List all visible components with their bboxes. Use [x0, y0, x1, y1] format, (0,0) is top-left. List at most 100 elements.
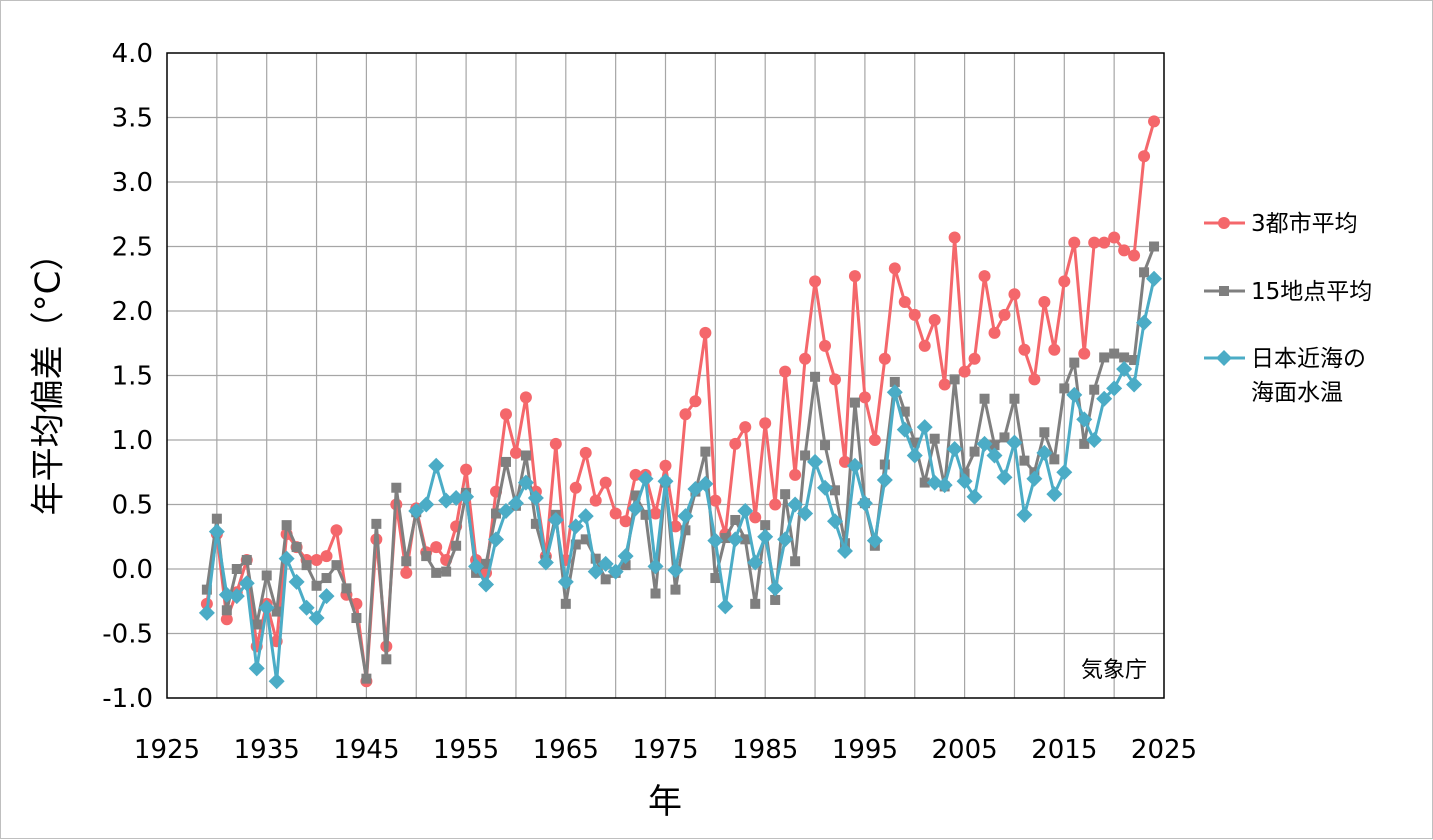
data-point: [680, 525, 691, 536]
data-point: [208, 523, 225, 540]
data-point: [946, 441, 963, 458]
data-point: [697, 475, 714, 492]
data-point: [1019, 455, 1030, 466]
data-point: [976, 435, 993, 452]
x-tick-label: 1985: [732, 735, 798, 765]
data-point: [1048, 343, 1061, 356]
data-point: [989, 440, 1000, 451]
data-point: [809, 275, 822, 288]
data-point: [497, 502, 514, 519]
data-point: [580, 534, 591, 545]
legend-marker: [1216, 350, 1232, 366]
data-point: [647, 558, 664, 575]
legend-marker: [1219, 286, 1229, 296]
data-point: [221, 605, 232, 616]
data-point: [918, 339, 931, 352]
data-point: [829, 485, 840, 496]
data-point: [1138, 150, 1151, 163]
data-point: [979, 393, 990, 404]
data-point: [1088, 236, 1101, 249]
data-point: [677, 508, 694, 525]
y-tick-label: -1.0: [102, 684, 153, 714]
data-point: [281, 520, 292, 531]
data-point: [828, 373, 841, 386]
data-point: [988, 326, 1001, 339]
data-point: [659, 459, 672, 472]
data-point: [620, 560, 631, 571]
data-point: [1078, 347, 1091, 360]
data-point: [996, 469, 1013, 486]
data-point: [1096, 390, 1113, 407]
data-point: [1028, 373, 1041, 386]
data-point: [878, 352, 891, 365]
y-tick-label: 2.5: [112, 233, 153, 263]
x-tick-label: 1935: [234, 735, 300, 765]
data-point: [311, 580, 322, 591]
data-point: [198, 604, 215, 621]
data-point: [500, 456, 511, 467]
data-point: [577, 508, 594, 525]
data-point: [421, 551, 432, 562]
data-point: [739, 421, 752, 434]
data-point: [858, 391, 871, 404]
source-note: 気象庁: [1081, 658, 1147, 683]
x-tick-label: 2005: [932, 735, 998, 765]
data-point: [727, 531, 744, 548]
data-point: [799, 352, 812, 365]
plot-area-border: [166, 52, 1165, 699]
data-point: [968, 352, 981, 365]
data-point: [1108, 231, 1121, 244]
data-point: [819, 339, 832, 352]
x-tick-label: 1925: [134, 735, 200, 765]
data-point: [1049, 454, 1060, 465]
series-layer: [198, 115, 1163, 690]
data-point: [969, 446, 980, 457]
data-point: [1148, 115, 1161, 128]
data-point: [291, 542, 302, 553]
data-point: [1106, 380, 1123, 397]
data-point: [640, 509, 651, 520]
data-point: [321, 573, 332, 584]
x-axis-tick-labels: 1925 1935 1945 1955 1965 1975 1985 1995 2005 2015…: [134, 735, 1197, 765]
data-point: [820, 440, 831, 451]
data-point: [301, 560, 312, 571]
data-point: [1006, 434, 1023, 451]
data-point: [238, 575, 255, 592]
data-point: [481, 558, 492, 569]
data-point: [1039, 427, 1050, 438]
data-point: [848, 270, 861, 283]
data-point: [689, 395, 702, 408]
data-point: [1139, 267, 1150, 278]
data-point: [527, 490, 544, 507]
data-point: [700, 446, 711, 457]
data-point: [507, 495, 524, 512]
data-point: [1098, 236, 1111, 249]
data-point: [617, 548, 634, 565]
data-point: [650, 588, 661, 599]
data-point: [431, 567, 442, 578]
data-point: [371, 518, 382, 529]
data-point: [1076, 411, 1093, 428]
data-point: [649, 507, 662, 520]
data-point: [1036, 444, 1053, 461]
data-point: [817, 479, 834, 496]
x-tick-label: 1945: [333, 735, 399, 765]
data-point: [418, 496, 435, 513]
data-point: [999, 432, 1010, 443]
data-point: [879, 459, 890, 470]
data-point: [597, 555, 614, 572]
data-point: [579, 446, 592, 459]
x-tick-label: 1965: [533, 735, 599, 765]
data-point: [800, 450, 811, 461]
data-point: [268, 673, 285, 690]
data-point: [491, 508, 502, 519]
data-point: [807, 453, 824, 470]
legend-item-2: 15地点平均: [1204, 279, 1372, 305]
data-point: [478, 576, 495, 593]
data-point: [886, 384, 903, 401]
data-point: [609, 507, 622, 520]
data-point: [400, 566, 413, 579]
